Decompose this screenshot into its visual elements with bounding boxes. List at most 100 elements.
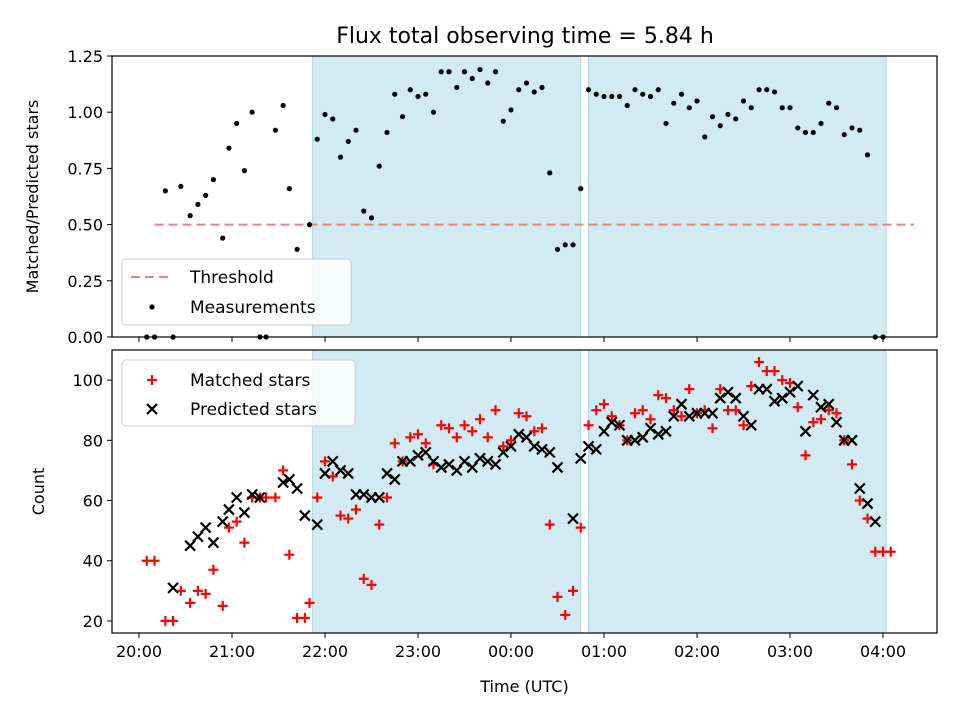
measurement-point: [361, 208, 367, 214]
measurement-point: [795, 125, 801, 131]
predicted-star-marker: [223, 503, 235, 516]
marker-stroke: [291, 482, 303, 495]
y-tick-label: 0.25: [67, 272, 103, 291]
legend-label-matched: Matched stars: [190, 371, 310, 391]
matched-star-marker: [521, 411, 532, 422]
predicted-star-marker: [644, 422, 657, 435]
marker-stroke: [598, 425, 610, 438]
predicted-star-marker: [667, 410, 680, 423]
marker-stroke: [822, 398, 835, 410]
measurement-point: [857, 127, 863, 133]
measurement-point: [616, 93, 623, 100]
legend-predicted-swatch: [146, 403, 158, 415]
marker-stroke: [830, 416, 843, 429]
matched-star-marker: [808, 417, 819, 428]
measurement-point: [833, 105, 840, 111]
legend-label-measurements: Measurements: [190, 298, 316, 318]
marker-stroke: [427, 455, 440, 468]
matched-star-marker: [420, 438, 431, 449]
predicted-star-marker: [167, 582, 179, 594]
marker-stroke: [277, 476, 289, 489]
marker-stroke: [768, 395, 781, 407]
matched-star-marker: [358, 573, 369, 584]
measurement-point: [376, 163, 382, 169]
measurement-point: [578, 186, 584, 192]
matched-star-marker: [405, 432, 416, 443]
marker-stroke: [435, 461, 448, 474]
y-tick-label: 0.50: [67, 216, 103, 235]
predicted-star-marker: [474, 452, 486, 465]
predicted-star-marker: [489, 458, 502, 471]
predicted-star-marker: [277, 476, 289, 489]
marker-stroke: [381, 467, 393, 480]
matched-star-marker: [583, 420, 594, 431]
measurement-point: [647, 93, 654, 100]
matched-star-marker: [676, 411, 687, 422]
measurement-point: [407, 87, 413, 93]
predicted-star-marker: [760, 383, 773, 395]
predicted-star-marker: [807, 389, 820, 401]
marker-stroke: [567, 512, 579, 525]
predicted-star-marker: [846, 434, 858, 447]
marker-stroke: [458, 455, 471, 468]
measurement-point: [322, 111, 328, 118]
measurement-point: [702, 134, 708, 140]
matched-star-marker: [591, 405, 602, 416]
x-tick-label: 03:00: [767, 642, 813, 661]
predicted-star-marker: [199, 521, 212, 534]
marker-stroke: [551, 461, 564, 474]
marker-stroke: [238, 506, 251, 519]
marker-stroke: [520, 431, 533, 444]
predicted-star-marker: [520, 431, 533, 444]
measurement-point: [593, 91, 599, 97]
measurement-point: [678, 91, 685, 97]
marker-stroke: [636, 431, 649, 444]
predicted-star-marker: [582, 440, 595, 453]
measurement-point: [195, 201, 201, 207]
predicted-star-marker: [706, 407, 719, 420]
x-tick-label: 04:00: [860, 642, 906, 661]
matched-star-marker: [278, 465, 289, 476]
marker-stroke: [497, 446, 510, 459]
measurement-point: [694, 98, 700, 104]
measurement-point: [562, 242, 568, 248]
matched-star-marker: [599, 399, 609, 410]
matched-star-marker: [653, 390, 664, 401]
observing-interval-shade: [588, 349, 887, 634]
marker-stroke: [207, 536, 220, 549]
measurement-point: [686, 105, 692, 111]
predicted-star-marker: [729, 392, 742, 404]
predicted-star-marker: [776, 392, 789, 404]
predicted-star-marker: [869, 515, 882, 528]
marker-stroke: [644, 422, 657, 435]
predicted-star-marker: [605, 416, 618, 429]
marker-stroke: [412, 449, 424, 462]
matched-star-marker: [498, 441, 509, 452]
matched-star-marker: [568, 585, 578, 596]
y-tick-label: 80: [83, 431, 103, 450]
measurement-point: [306, 222, 313, 228]
matched-star-marker: [374, 519, 385, 530]
measurement-point: [547, 170, 553, 176]
marker-stroke: [590, 443, 603, 456]
predicted-star-marker: [238, 506, 251, 519]
axes-frame: [111, 55, 938, 338]
measurement-point: [249, 109, 255, 115]
measurement-point: [461, 69, 468, 75]
matched-star-marker: [231, 516, 242, 527]
predicted-star-marker: [528, 440, 541, 453]
legend-matched-swatch: [147, 375, 157, 385]
measurement-point: [469, 75, 475, 82]
marker-stroke: [776, 392, 789, 404]
measurement-point: [725, 111, 731, 118]
predicted-star-marker: [822, 398, 835, 410]
matched-star-marker: [351, 504, 361, 515]
measurement-point: [162, 188, 168, 194]
matched-star-marker: [299, 612, 310, 623]
measurement-point: [314, 136, 320, 142]
matched-star-marker: [560, 609, 571, 620]
predicted-star-marker: [450, 464, 463, 477]
marker-stroke: [760, 383, 773, 395]
matched-star-marker: [335, 510, 346, 521]
measurement-point: [733, 116, 739, 122]
